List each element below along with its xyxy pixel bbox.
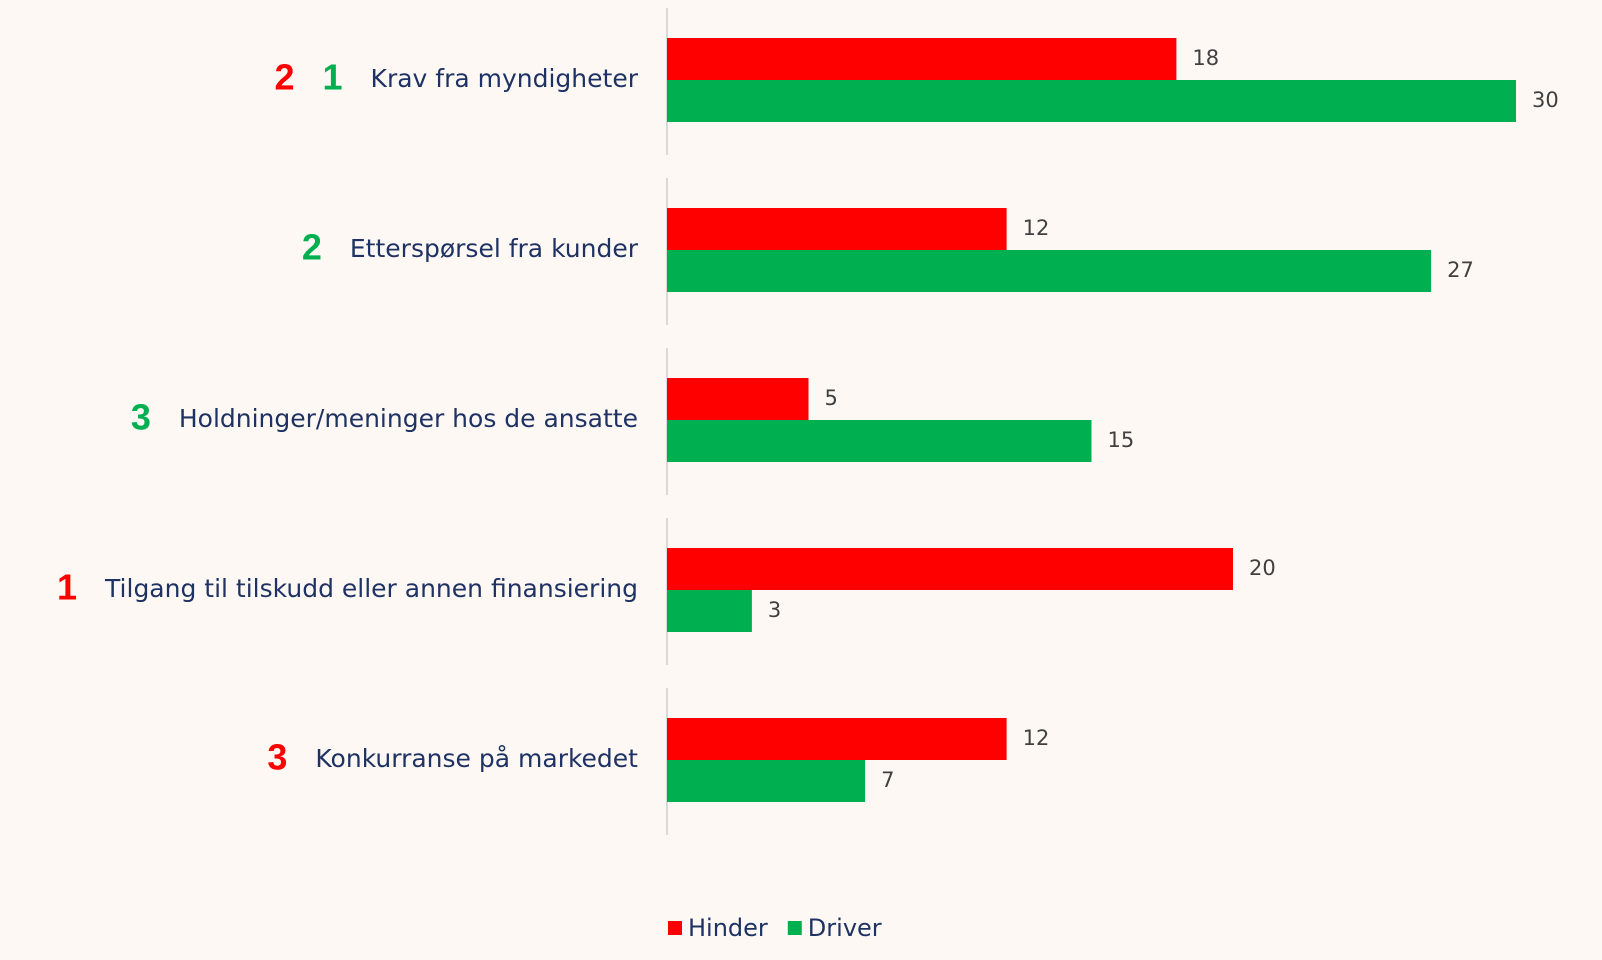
bar — [667, 548, 1233, 590]
rank-label: 3 — [131, 397, 151, 438]
bar — [667, 760, 866, 802]
rank-label: 2 — [274, 57, 294, 98]
rank-label: 2 — [302, 227, 322, 268]
value-label: 15 — [1108, 428, 1135, 452]
bar — [667, 208, 1007, 250]
value-label: 3 — [768, 598, 781, 622]
bar — [667, 250, 1432, 292]
bar — [667, 38, 1177, 80]
value-label: 12 — [1023, 216, 1050, 240]
value-label: 18 — [1192, 46, 1219, 70]
rank-label: 1 — [57, 567, 77, 608]
legend-swatch — [787, 921, 802, 935]
legend-swatch — [668, 921, 682, 935]
category-label: Holdninger/meninger hos de ansatte — [179, 404, 638, 433]
value-label: 20 — [1249, 556, 1276, 580]
bar — [667, 80, 1516, 122]
rank-label: 3 — [267, 737, 287, 778]
category-label: Tilgang til tilskudd eller annen finansi… — [104, 574, 638, 603]
legend-label: Hinder — [688, 914, 768, 942]
value-label: 5 — [825, 386, 838, 410]
bar — [667, 378, 809, 420]
category-label: Krav fra myndigheter — [371, 64, 639, 93]
value-label: 12 — [1023, 726, 1050, 750]
value-label: 27 — [1447, 258, 1474, 282]
rank-label: 1 — [323, 57, 343, 98]
value-label: 30 — [1532, 88, 1559, 112]
category-label: Etterspørsel fra kunder — [350, 234, 639, 263]
bar — [667, 420, 1092, 462]
category-label: Konkurranse på markedet — [315, 744, 638, 773]
bar — [667, 590, 752, 632]
value-label: 7 — [881, 768, 894, 792]
bar — [667, 718, 1007, 760]
legend-label: Driver — [808, 914, 882, 942]
